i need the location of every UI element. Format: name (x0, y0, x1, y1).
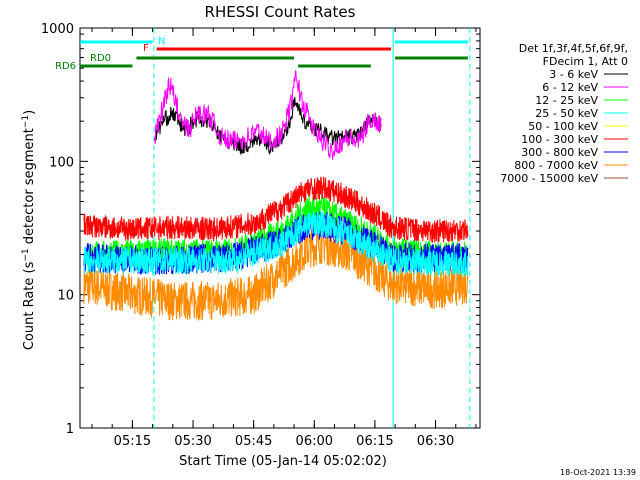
series-line-7 (83, 225, 469, 321)
y-tick-label-2: 100 (49, 155, 74, 170)
state-bar-label-F: F (143, 43, 149, 54)
legend-label-2: 12 - 25 keV (535, 94, 598, 107)
legend-label-4: 50 - 100 keV (528, 120, 598, 133)
plot-frame (79, 27, 481, 429)
legend-label-8: 7000 - 15000 keV (500, 172, 598, 185)
state-bar-label-N: N (158, 36, 165, 47)
x-tick-labels: 05:15 05:30 05:45 06:00 06:15 06:30 (114, 434, 455, 449)
x-tick-label-2: 05:45 (235, 434, 272, 449)
y-tick-labels: 1 10 100 1000 (41, 22, 74, 437)
y-axis-label: Count Rate (s−1 detector segment−1) (21, 110, 37, 350)
legend-label-3: 25 - 50 keV (535, 107, 598, 120)
y-tick-label-0: 1 (66, 422, 74, 437)
x-tick-label-4: 06:15 (356, 434, 393, 449)
legend-label-6: 300 - 800 keV (521, 146, 598, 159)
y-tick-label-1: 10 (57, 289, 74, 304)
series-line-5 (83, 176, 469, 243)
footer-date: 18-Oct-2021 13:39 (560, 468, 636, 477)
legend-label-1: 6 - 12 keV (542, 81, 598, 94)
legend-header-line-2: FDecim 1, Att 0 (543, 55, 628, 68)
legend-header-line-1: Det 1f,3f,4f,5f,6f,9f, (519, 42, 628, 55)
y-tick-label-3: 1000 (41, 22, 74, 37)
attenuator-state-bars: NF RD0 RD6 (55, 36, 468, 72)
data-series (83, 70, 469, 321)
legend-label-5: 100 - 300 keV (521, 133, 598, 146)
x-axis-label: Start Time (05-Jan-14 05:02:02) (179, 454, 387, 469)
state-bar-label-RD6: RD6 (55, 61, 76, 72)
series-line-1 (154, 70, 382, 160)
legend-label-7: 800 - 7000 keV (514, 159, 598, 172)
x-tick-label-5: 06:30 (417, 434, 454, 449)
axis-ticks (80, 27, 480, 429)
x-tick-label-1: 05:30 (174, 434, 211, 449)
legend-label-0: 3 - 6 keV (549, 68, 598, 81)
series-line-3 (83, 210, 469, 277)
state-bar-label-RD0: RD0 (90, 53, 111, 64)
chart-title: RHESSI Count Rates (205, 3, 356, 21)
x-tick-label-0: 05:15 (114, 434, 151, 449)
x-tick-label-3: 06:00 (296, 434, 333, 449)
legend: Det 1f,3f,4f,5f,6f,9f, FDecim 1, Att 0 3… (500, 42, 628, 185)
